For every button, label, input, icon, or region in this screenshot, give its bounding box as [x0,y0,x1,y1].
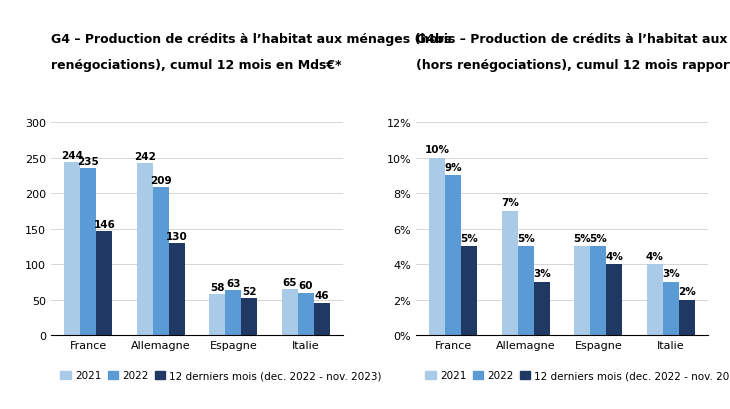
Bar [210,294,226,335]
Bar [591,247,607,335]
Text: 209: 209 [150,175,172,185]
Text: 4%: 4% [646,251,664,261]
Bar [96,232,112,335]
Text: 242: 242 [134,152,155,162]
Bar [575,247,591,335]
Bar [314,303,330,335]
Bar [647,265,663,335]
Text: 3%: 3% [533,269,550,279]
Legend: 2021, 2022, 12 derniers mois (dec. 2022 - nov. 2023): 2021, 2022, 12 derniers mois (dec. 2022 … [421,366,730,384]
Text: (hors renégociations), cumul 12 mois rapportée au PIB: (hors renégociations), cumul 12 mois rap… [416,59,730,72]
Text: 244: 244 [61,150,83,160]
Text: 5%: 5% [574,233,591,243]
Bar [64,162,80,335]
Text: 9%: 9% [445,162,462,172]
Text: 2%: 2% [678,286,696,297]
Text: 63: 63 [226,279,241,289]
Bar [534,282,550,335]
Bar [607,265,622,335]
Bar [502,211,518,335]
Text: G4bis – Production de crédits à l’habitat aux ménages: G4bis – Production de crédits à l’habita… [416,33,730,46]
Text: 5%: 5% [461,233,478,243]
Bar [461,247,477,335]
Bar [226,291,242,335]
Bar [137,164,153,335]
Bar [445,176,461,335]
Text: 65: 65 [283,277,297,287]
Text: renégociations), cumul 12 mois en Mds€*: renégociations), cumul 12 mois en Mds€* [51,59,342,72]
Bar [282,289,298,335]
Text: 235: 235 [77,157,99,166]
Legend: 2021, 2022, 12 derniers mois (dec. 2022 - nov. 2023): 2021, 2022, 12 derniers mois (dec. 2022 … [56,366,386,384]
Text: G4 – Production de crédits à l’habitat aux ménages (hors: G4 – Production de crédits à l’habitat a… [51,33,451,46]
Bar [298,293,314,335]
Text: 5%: 5% [590,233,607,243]
Bar [679,300,695,335]
Text: 52: 52 [242,286,256,297]
Bar [242,299,257,335]
Text: 7%: 7% [501,198,519,208]
Text: 4%: 4% [605,251,623,261]
Bar [429,158,445,335]
Bar [663,282,679,335]
Text: 3%: 3% [662,269,680,279]
Text: 60: 60 [299,281,313,291]
Bar [518,247,534,335]
Text: 10%: 10% [425,145,450,155]
Text: 5%: 5% [517,233,534,243]
Text: 146: 146 [93,220,115,230]
Bar [153,187,169,335]
Text: 58: 58 [210,282,225,292]
Bar [80,169,96,335]
Text: 46: 46 [315,291,329,301]
Bar [169,243,185,335]
Text: 130: 130 [166,231,188,241]
